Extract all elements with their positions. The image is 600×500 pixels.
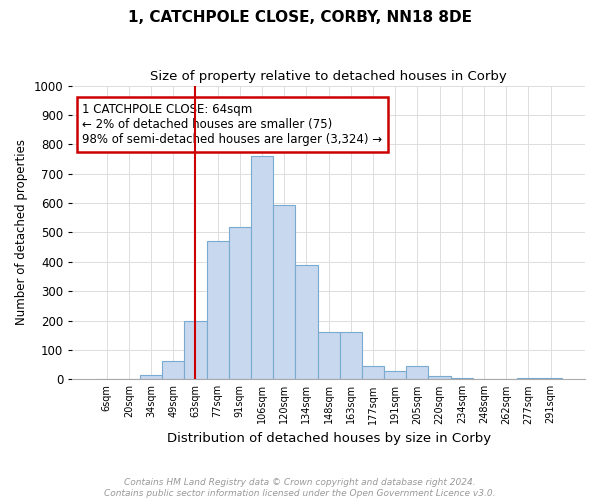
Bar: [362, 366, 384, 380]
Bar: [473, 378, 495, 380]
Bar: [317, 332, 340, 380]
Bar: [517, 378, 539, 380]
Bar: [451, 378, 473, 380]
Bar: [384, 371, 406, 380]
Bar: [206, 241, 229, 380]
Bar: [140, 376, 162, 380]
Text: 1, CATCHPOLE CLOSE, CORBY, NN18 8DE: 1, CATCHPOLE CLOSE, CORBY, NN18 8DE: [128, 10, 472, 25]
Text: 1 CATCHPOLE CLOSE: 64sqm
← 2% of detached houses are smaller (75)
98% of semi-de: 1 CATCHPOLE CLOSE: 64sqm ← 2% of detache…: [82, 103, 383, 146]
X-axis label: Distribution of detached houses by size in Corby: Distribution of detached houses by size …: [167, 432, 491, 445]
Text: Contains HM Land Registry data © Crown copyright and database right 2024.
Contai: Contains HM Land Registry data © Crown c…: [104, 478, 496, 498]
Bar: [273, 204, 295, 380]
Bar: [184, 320, 206, 380]
Bar: [340, 332, 362, 380]
Y-axis label: Number of detached properties: Number of detached properties: [15, 140, 28, 326]
Title: Size of property relative to detached houses in Corby: Size of property relative to detached ho…: [150, 70, 507, 83]
Bar: [495, 378, 517, 380]
Bar: [406, 366, 428, 380]
Bar: [162, 361, 184, 380]
Bar: [295, 264, 317, 380]
Bar: [251, 156, 273, 380]
Bar: [539, 378, 562, 380]
Bar: [428, 376, 451, 380]
Bar: [229, 226, 251, 380]
